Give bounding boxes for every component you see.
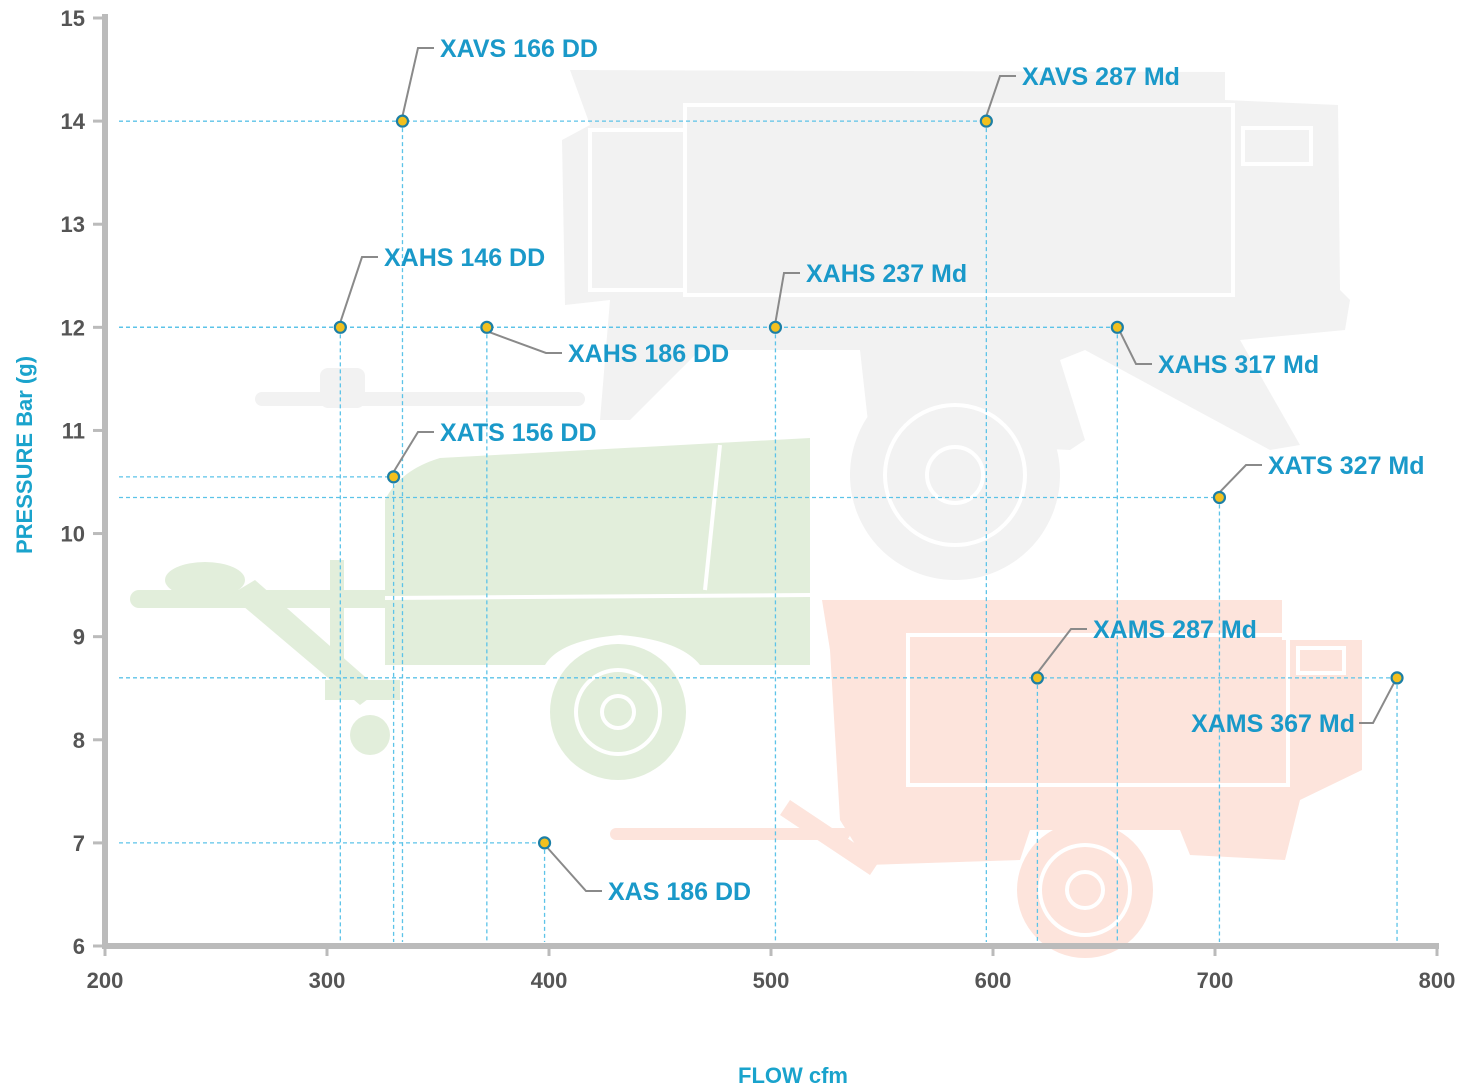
point-label: XAHS 146 DD	[384, 244, 545, 272]
point-label: XAHS 186 DD	[568, 340, 729, 368]
guide-lines	[119, 120, 1398, 942]
leader-line	[339, 256, 378, 323]
point-labels: XAVS 166 DD XAVS 287 Md XAHS 146 DD XAHS 18…	[384, 35, 1425, 906]
y-tick-label: 7	[73, 831, 85, 856]
gray-compressor-details	[588, 103, 1313, 547]
y-tick-label: 10	[61, 522, 85, 547]
data-point-marker	[1110, 320, 1124, 334]
x-axis-title: FLOW cfm	[738, 1063, 848, 1086]
leader-line	[546, 847, 602, 892]
x-tick-label: 500	[753, 968, 790, 993]
data-point-marker	[537, 836, 552, 850]
data-point-marker	[480, 320, 494, 334]
y-tick-label: 14	[61, 109, 86, 134]
leader-line	[489, 331, 562, 354]
y-tick-label: 9	[73, 625, 85, 650]
data-point-marker	[1030, 671, 1045, 685]
background-illustrations	[130, 70, 1362, 958]
leader-line	[1218, 464, 1262, 494]
x-tick-label: 600	[975, 968, 1012, 993]
point-label: XAHS 237 Md	[806, 260, 967, 288]
data-point-marker	[1390, 671, 1404, 685]
green-compressor-details	[384, 444, 811, 756]
y-axis-title: PRESSURE Bar (g)	[12, 356, 37, 554]
x-tick-label: 800	[1419, 968, 1456, 993]
leader-line	[1359, 682, 1395, 724]
x-tick-label: 300	[309, 968, 346, 993]
point-label: XAHS 317 Md	[1158, 351, 1319, 379]
leader-line	[985, 75, 1016, 117]
point-label: XATS 156 DD	[440, 419, 597, 447]
leader-line	[774, 272, 800, 323]
point-label: XAMS 287 Md	[1093, 616, 1257, 644]
data-point-marker	[768, 320, 783, 334]
x-tick-label: 200	[87, 968, 124, 993]
leader-line	[392, 431, 434, 473]
y-tick-label: 13	[61, 212, 85, 237]
point-label: XAVS 166 DD	[440, 35, 598, 63]
data-point-marker	[387, 470, 401, 484]
point-label: XATS 327 Md	[1268, 452, 1425, 480]
leader-line	[1119, 331, 1152, 365]
leader-line	[1036, 628, 1087, 674]
data-point-marker	[395, 114, 410, 128]
x-tick-label: 700	[1197, 968, 1234, 993]
tick-labels: 6 7 8 9 10 11 12 13 14 15 200 300 400 500 600 700 800	[61, 6, 1456, 993]
data-points	[333, 114, 1404, 850]
y-tick-label: 12	[61, 315, 85, 340]
data-point-marker	[979, 114, 993, 128]
red-compressor-silhouette	[610, 600, 1362, 958]
leader-line	[401, 47, 434, 117]
leader-lines	[339, 47, 1395, 892]
axes	[93, 14, 1439, 956]
gray-compressor-silhouette	[255, 70, 1350, 580]
green-compressor-silhouette	[130, 438, 810, 780]
data-point-marker	[1212, 490, 1227, 505]
y-tick-label: 11	[62, 418, 85, 443]
point-label: XAS 186 DD	[608, 878, 751, 906]
point-label: XAVS 287 Md	[1022, 63, 1180, 91]
x-tick-label: 400	[531, 968, 568, 993]
y-tick-label: 8	[73, 728, 85, 753]
data-point-marker	[333, 320, 347, 334]
point-label: XAMS 367 Md	[1191, 710, 1355, 738]
red-compressor-details	[906, 633, 1346, 937]
y-tick-label: 15	[61, 6, 85, 31]
y-tick-label: 6	[73, 934, 85, 959]
